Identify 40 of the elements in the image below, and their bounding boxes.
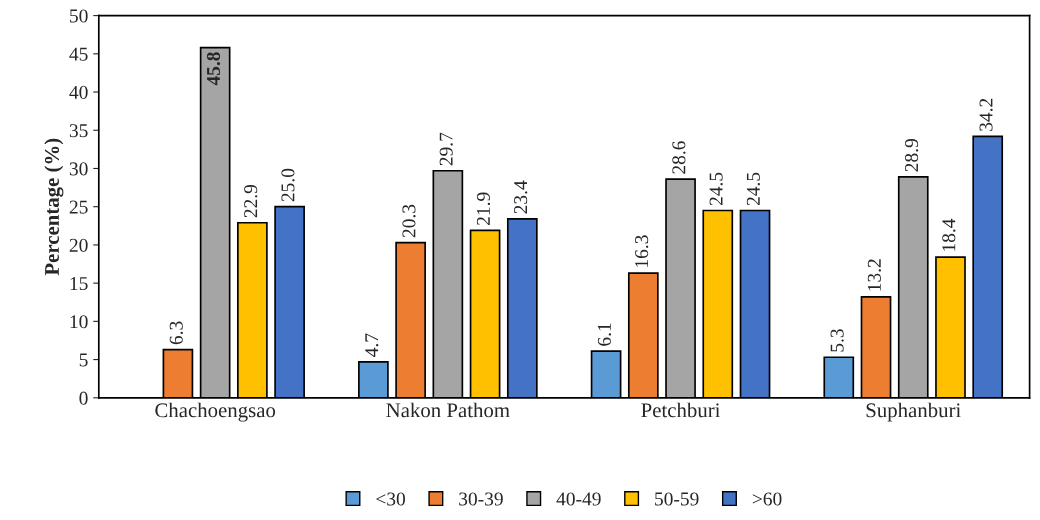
data-label: 22.9 <box>244 184 258 218</box>
data-label: 23.4 <box>514 180 528 214</box>
x-tick-label: Chachoengsao <box>155 402 276 422</box>
data-label: 18.4 <box>942 218 956 251</box>
data-label: 29.7 <box>439 132 453 166</box>
data-label: 6.3 <box>169 321 183 345</box>
legend-label: 40-49 <box>556 492 601 506</box>
x-tick-label: Petchburi <box>641 402 721 418</box>
y-tick-label: 5 <box>79 353 88 367</box>
data-label: 6.1 <box>597 323 612 346</box>
y-tick-label: 30 <box>69 162 88 176</box>
legend-label: 30-39 <box>459 492 503 506</box>
y-tick-label: 40 <box>69 85 88 99</box>
y-tick-label: 10 <box>70 315 88 329</box>
data-label: 25.0 <box>281 168 295 202</box>
data-label: 5.3 <box>830 329 844 352</box>
data-label: 16.3 <box>635 235 649 267</box>
legend-label: <30 <box>376 492 405 506</box>
y-tick-label: 35 <box>69 124 88 138</box>
y-tick-label: 0 <box>79 391 88 405</box>
y-tick-label: 25 <box>69 200 88 214</box>
legend-label: >60 <box>752 492 782 506</box>
data-label: 4.7 <box>365 333 379 357</box>
data-label: 28.6 <box>672 141 686 174</box>
data-label: 34.2 <box>979 98 993 131</box>
data-label: 20.3 <box>402 204 416 238</box>
y-axis-title: Percentage (%) <box>44 138 64 276</box>
x-tick-label: Suphanburi <box>866 402 961 422</box>
data-label: 13.2 <box>867 259 881 291</box>
data-label: 24.5 <box>709 172 723 206</box>
y-tick-label: 45 <box>69 47 88 61</box>
y-tick-label: 20 <box>69 238 88 252</box>
data-label: 28.9 <box>905 139 919 172</box>
x-tick-label: Nakon Pathom <box>386 402 510 418</box>
data-label: 24.5 <box>746 172 760 206</box>
data-label: 45.8 <box>206 52 221 86</box>
y-tick-label: 15 <box>70 277 88 291</box>
legend-label: 50-59 <box>655 492 699 506</box>
y-tick-label: 50 <box>70 9 88 23</box>
data-label: 21.9 <box>476 192 491 225</box>
